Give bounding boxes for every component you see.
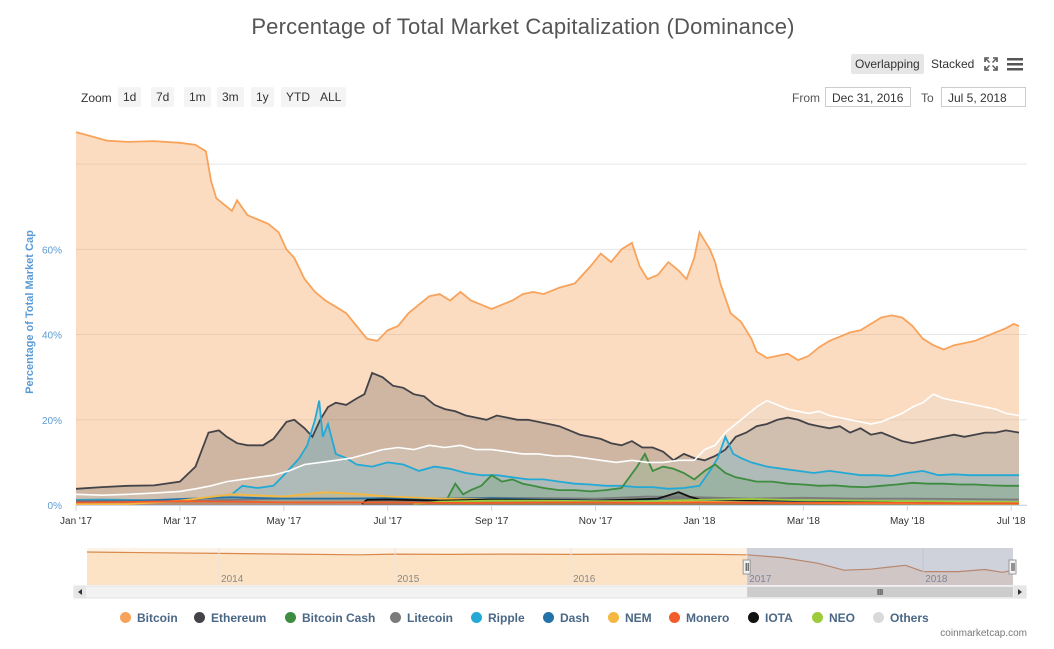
y-axis: 0% 20% 40% 60% xyxy=(42,245,62,512)
area-bitcoin xyxy=(76,132,1019,505)
area-others xyxy=(76,394,1019,505)
zoom-1y-button[interactable]: 1y xyxy=(251,87,274,107)
legend-item-litecoin[interactable]: Litecoin xyxy=(390,611,453,625)
from-date-input[interactable]: Dec 31, 2016 xyxy=(825,87,911,107)
legend-label: Ethereum xyxy=(211,611,267,625)
legend-marker xyxy=(748,612,759,623)
menu-icon[interactable] xyxy=(1006,55,1024,73)
arrow-left-icon xyxy=(78,589,82,595)
legend-marker xyxy=(543,612,554,623)
credits-link[interactable]: coinmarketcap.com xyxy=(940,628,1027,639)
legend-label: Bitcoin Cash xyxy=(302,611,376,625)
series-lines xyxy=(75,131,1020,505)
legend-label: Monero xyxy=(686,611,730,625)
area-ripple xyxy=(76,400,1019,505)
legend-item-ethereum[interactable]: Ethereum xyxy=(194,611,266,625)
y-tick-label: 60% xyxy=(42,245,62,256)
legend-label: Ripple xyxy=(488,611,525,625)
navigator-tick-label: 2016 xyxy=(573,574,596,585)
x-tick-label: Jan '18 xyxy=(684,516,716,527)
zoom-3m-button[interactable]: 3m xyxy=(217,87,244,107)
navigator-tick-label: 2014 xyxy=(221,574,244,585)
fullscreen-icon[interactable] xyxy=(982,55,1000,73)
zoom-1m-button[interactable]: 1m xyxy=(184,87,211,107)
navigator-tick-label: 2018 xyxy=(925,574,948,585)
zoom-7d-button[interactable]: 7d xyxy=(151,87,175,107)
x-tick-label: Jul '18 xyxy=(997,516,1026,527)
line-ethereum xyxy=(75,371,1020,490)
zoom-all-button[interactable]: ALL xyxy=(315,87,347,107)
legend-item-bitcoin-cash[interactable]: Bitcoin Cash xyxy=(285,611,375,625)
legend-label: NEM xyxy=(625,611,652,625)
zoom-1d-button[interactable]: 1d xyxy=(118,87,142,107)
navigator[interactable]: 2014 2015 2016 2017 2018 xyxy=(73,548,1027,599)
legend-marker xyxy=(390,612,401,623)
x-tick-label: Jan '17 xyxy=(60,516,92,527)
x-axis: Jan '17 Mar '17 May '17 Jul '17 Sep '17 Nov '… xyxy=(60,505,1027,527)
legend-label: Litecoin xyxy=(407,611,454,625)
legend-marker xyxy=(285,612,296,623)
legend-item-others[interactable]: Others xyxy=(873,611,929,625)
chart-title: Percentage of Total Market Capitalizatio… xyxy=(251,14,795,39)
zoom-label: Zoom xyxy=(81,91,112,105)
stacked-button[interactable]: Stacked xyxy=(931,57,975,71)
line-monero xyxy=(75,500,1019,505)
navigator-tick-label: 2015 xyxy=(397,574,420,585)
line-others xyxy=(75,393,1020,497)
line-litecoin xyxy=(76,495,1020,502)
x-tick-label: Mar '18 xyxy=(787,516,820,527)
navigator-tick-label: 2017 xyxy=(749,574,772,585)
x-tick-label: Jul '17 xyxy=(373,516,402,527)
legend-item-dash[interactable]: Dash xyxy=(543,611,589,625)
line-neo xyxy=(413,498,1020,505)
line-bitcoin xyxy=(75,131,1020,362)
to-label: To xyxy=(921,91,934,105)
legend-marker xyxy=(608,612,619,623)
legend-item-monero[interactable]: Monero xyxy=(669,611,729,625)
legend-label: IOTA xyxy=(765,611,793,625)
area-ethereum xyxy=(76,372,1019,505)
navigator-line xyxy=(86,551,1014,573)
navigator-area xyxy=(87,552,1013,585)
legend-marker xyxy=(471,612,482,623)
legend-item-neo[interactable]: NEO xyxy=(812,611,855,625)
legend-label: NEO xyxy=(829,611,856,625)
legend-item-ripple[interactable]: Ripple xyxy=(471,611,525,625)
legend-label: Dash xyxy=(560,611,590,625)
y-axis-title: Percentage of Total Market Cap xyxy=(24,230,36,394)
navigator-selection[interactable] xyxy=(747,548,1013,585)
x-tick-label: Nov '17 xyxy=(579,516,613,527)
x-tick-label: Mar '17 xyxy=(163,516,196,527)
y-tick-label: 0% xyxy=(48,501,63,512)
y-tick-label: 40% xyxy=(42,331,62,342)
from-label: From xyxy=(792,91,820,105)
legend-marker xyxy=(873,612,884,623)
line-bitcoin-cash xyxy=(444,451,1019,504)
legend-marker xyxy=(120,612,131,623)
legend-item-iota[interactable]: IOTA xyxy=(748,611,793,625)
series-areas xyxy=(76,132,1019,505)
zoom-ytd-button[interactable]: YTD xyxy=(281,87,315,107)
legend-label: Bitcoin xyxy=(137,611,178,625)
line-ripple xyxy=(75,400,1019,502)
area-bitcoin-cash xyxy=(444,453,1019,505)
legend-label: Others xyxy=(890,611,929,625)
x-tick-label: Sep '17 xyxy=(475,516,509,527)
legend-marker xyxy=(194,612,205,623)
x-tick-label: May '17 xyxy=(266,516,301,527)
legend: Bitcoin Ethereum Bitcoin Cash Litecoin Rippl… xyxy=(0,611,1054,629)
legend-item-bitcoin[interactable]: Bitcoin xyxy=(120,611,178,625)
arrow-right-icon xyxy=(1018,589,1022,595)
overlapping-button[interactable]: Overlapping xyxy=(851,54,924,74)
legend-item-nem[interactable]: NEM xyxy=(608,611,652,625)
x-tick-label: May '18 xyxy=(890,516,925,527)
to-date-input[interactable]: Jul 5, 2018 xyxy=(941,87,1026,107)
legend-marker xyxy=(669,612,680,623)
legend-marker xyxy=(812,612,823,623)
y-tick-label: 20% xyxy=(42,416,62,427)
